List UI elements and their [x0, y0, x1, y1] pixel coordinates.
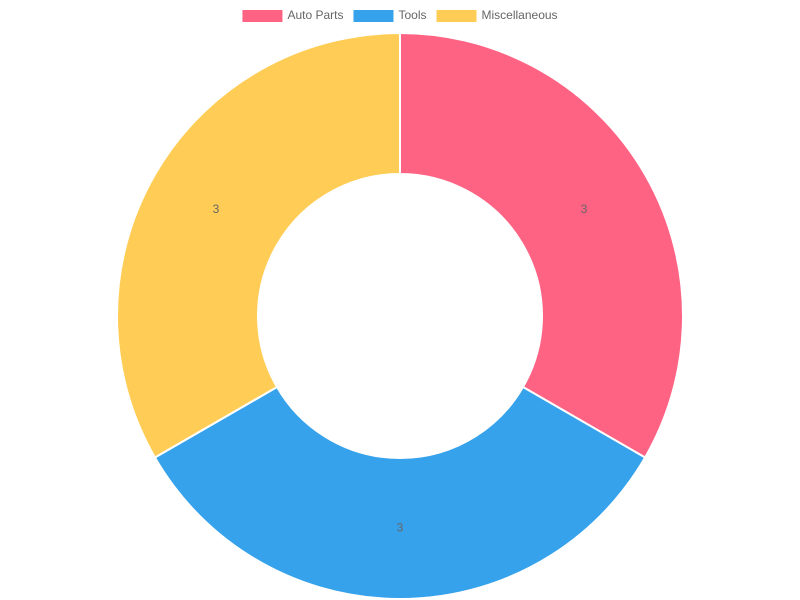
- legend-swatch: [436, 10, 477, 22]
- legend-label: Tools: [398, 8, 426, 22]
- data-label: 3: [213, 202, 220, 216]
- slice: [399, 31, 684, 459]
- slice: [116, 31, 401, 459]
- data-label: 3: [397, 521, 404, 535]
- legend-label: Auto Parts: [287, 8, 343, 22]
- legend-label: Miscellaneous: [482, 8, 558, 22]
- legend-swatch: [353, 10, 394, 22]
- data-label: 3: [581, 202, 588, 216]
- slice: [153, 385, 647, 600]
- legend-swatch: [242, 10, 283, 22]
